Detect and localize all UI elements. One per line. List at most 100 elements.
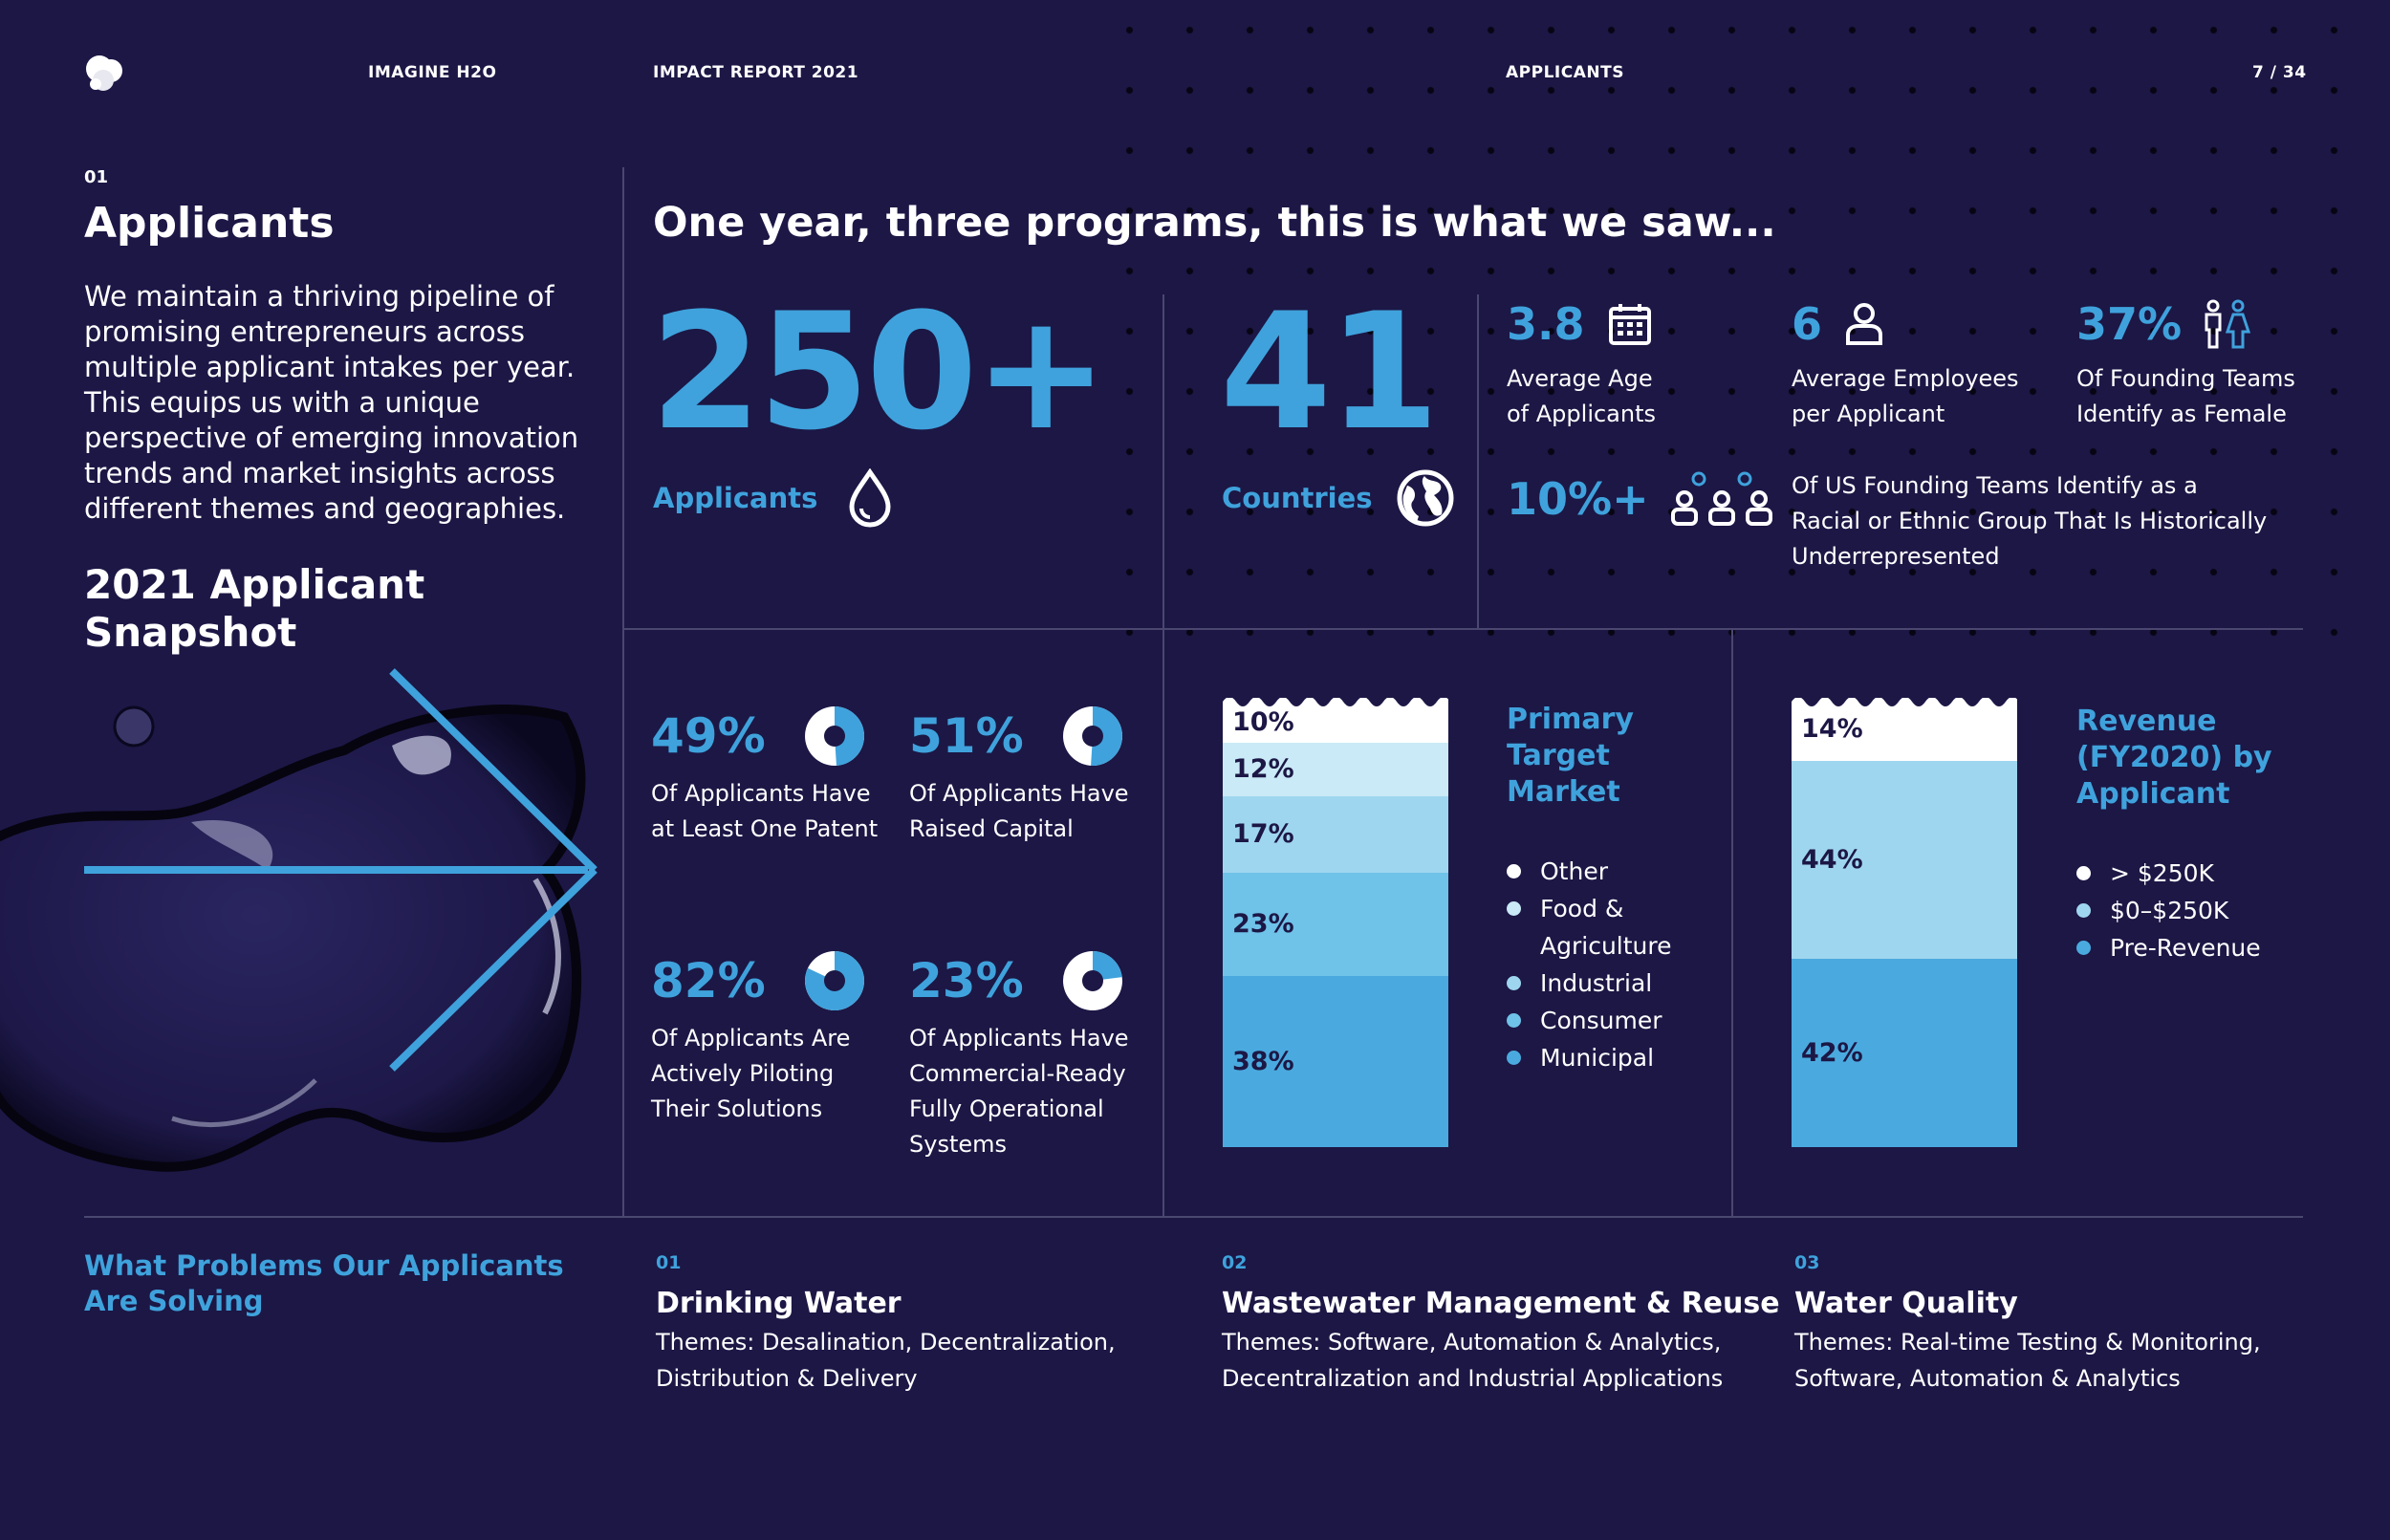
donut-chart-icon — [804, 706, 864, 766]
problems-heading: What Problems Our Applicants Are Solving — [84, 1249, 564, 1317]
female-stat-row: 37% — [2076, 298, 2252, 350]
legend-item: Food & Agriculture — [1507, 890, 1698, 965]
male-female-icon — [2205, 299, 2251, 349]
people-group-icon — [1670, 471, 1772, 526]
countries-count: 41 — [1220, 278, 1440, 466]
bar-segment-label: 23% — [1232, 909, 1294, 939]
divider — [622, 628, 2303, 630]
header-section: APPLICANTS — [1506, 63, 1624, 82]
problem-themes: Themes: Desalination, Decentralization, … — [656, 1329, 1116, 1392]
bar-segment-label: 12% — [1232, 754, 1294, 784]
bar-segment: 23% — [1223, 873, 1448, 976]
imagine-h2o-logo-icon — [86, 55, 122, 91]
donut-hole — [823, 970, 845, 991]
bar-segment: 10% — [1223, 698, 1448, 743]
target-market-title: Primary Target Market — [1507, 703, 1634, 809]
revenue-legend: Revenue (FY2020) by Applicant > $250K $0… — [2076, 704, 2287, 966]
employees-description: Average Employees per Applicant — [1792, 365, 2019, 427]
applicants-label: Applicants — [653, 482, 818, 514]
underrep-value: 10%+ — [1507, 473, 1649, 525]
donut-stat: 23% Of Applicants Have Commercial-Ready … — [909, 950, 1129, 1162]
torn-edge — [1223, 692, 1448, 706]
problem-themes: Themes: Software, Automation & Analytics… — [1222, 1329, 1724, 1392]
legend-dot — [1507, 1013, 1521, 1028]
dot-grid-pattern — [1099, 0, 2342, 669]
donut-stat-value: 51% — [909, 708, 1024, 764]
bar-segment-label: 42% — [1801, 1037, 1863, 1068]
donut-hole — [1081, 970, 1103, 991]
target-market-chart: 10% 12% 17% 23% 38% — [1223, 692, 1448, 1147]
legend-item: Industrial — [1507, 965, 1698, 1002]
person-icon — [1846, 303, 1883, 345]
legend-dot — [2076, 903, 2091, 918]
legend-dot — [1507, 1051, 1521, 1065]
donut-stat: 51% Of Applicants Have Raised Capital — [909, 705, 1129, 847]
female-value: 37% — [2076, 298, 2183, 350]
revenue-title: Revenue (FY2020) by Applicant — [2076, 705, 2272, 811]
legend-dot — [1507, 864, 1521, 878]
bar-segment-label: 10% — [1232, 707, 1294, 737]
intro-paragraph: We maintain a thriving pipeline of promi… — [84, 280, 579, 525]
water-drop-icon — [849, 468, 891, 528]
bar-segment-label: 44% — [1801, 844, 1863, 875]
header-brand: IMAGINE H2O — [368, 63, 497, 82]
donut-hole — [1081, 726, 1103, 747]
applicants-count: 250+ — [650, 278, 1108, 466]
bar-segment: 38% — [1223, 976, 1448, 1147]
legend-item: Other — [1507, 853, 1698, 890]
bar-segment: 42% — [1792, 959, 2017, 1147]
problem-number: 03 — [1794, 1252, 1820, 1273]
problem-title: Water Quality — [1794, 1287, 2018, 1320]
header-report: IMPACT REPORT 2021 — [653, 63, 859, 82]
section-number: 01 — [84, 167, 109, 187]
underrep-description: Of US Founding Teams Identify as a Racia… — [1792, 472, 2268, 570]
bar-segment-label: 14% — [1801, 714, 1863, 744]
donut-stat: 82% Of Applicants Are Actively Piloting … — [651, 950, 865, 1127]
donut-filled-segment — [834, 706, 864, 766]
legend-dot — [2076, 941, 2091, 955]
donut-stat-value: 82% — [651, 953, 766, 1009]
water-bubble-illustration — [0, 668, 598, 1172]
bar-segment: 14% — [1792, 698, 2017, 761]
legend-dot — [1507, 901, 1521, 916]
donut-stat-value: 49% — [651, 708, 766, 764]
problem-themes: Themes: Real-time Testing & Monitoring, … — [1794, 1329, 2261, 1392]
snapshot-heading: 2021 Applicant Snapshot — [84, 561, 425, 656]
bar-segment-label: 17% — [1232, 819, 1294, 849]
bar-segment: 44% — [1792, 761, 2017, 959]
applicants-label-row: Applicants — [653, 468, 896, 528]
underrep-stat-row: 10%+ — [1507, 470, 1773, 528]
age-stat-row: 3.8 — [1507, 298, 1652, 350]
legend-item: Pre-Revenue — [2076, 929, 2287, 966]
problem-item: 03 Water Quality Themes: Real-time Testi… — [1794, 1252, 2261, 1397]
divider — [84, 1216, 2303, 1218]
legend-item: Municipal — [1507, 1039, 1698, 1076]
bar-segment-label: 38% — [1232, 1046, 1294, 1076]
donut-chart-icon — [804, 951, 864, 1010]
age-value: 3.8 — [1507, 298, 1585, 350]
employees-stat-row: 6 — [1792, 298, 1883, 350]
globe-icon — [1397, 469, 1454, 527]
donut-stat: 49% Of Applicants Have at Least One Pate… — [651, 705, 878, 847]
divider — [1477, 294, 1479, 629]
revenue-chart: 14% 44% 42% — [1792, 692, 2017, 1147]
age-description: Average Age of Applicants — [1507, 365, 1657, 427]
page-number: 7 / 34 — [2252, 63, 2307, 82]
section-title: Applicants — [84, 199, 335, 248]
problem-number: 02 — [1222, 1252, 1248, 1273]
bar-segment: 17% — [1223, 796, 1448, 873]
countries-label: Countries — [1222, 482, 1373, 514]
donut-filled-segment — [1090, 706, 1122, 766]
target-market-legend: Primary Target Market Other Food & Agric… — [1507, 702, 1698, 1076]
problem-item: 01 Drinking Water Themes: Desalination, … — [656, 1252, 1116, 1397]
torn-edge — [1792, 692, 2017, 706]
problem-number: 01 — [656, 1252, 682, 1273]
legend-item: $0–$250K — [2076, 892, 2287, 929]
donut-chart-icon — [1062, 706, 1122, 766]
female-description: Of Founding Teams Identify as Female — [2076, 365, 2295, 427]
main-title: One year, three programs, this is what w… — [653, 199, 1776, 247]
legend-dot — [2076, 866, 2091, 880]
divider — [1731, 629, 1733, 1217]
legend-item: Consumer — [1507, 1002, 1698, 1039]
problem-title: Wastewater Management & Reuse — [1222, 1287, 1780, 1320]
